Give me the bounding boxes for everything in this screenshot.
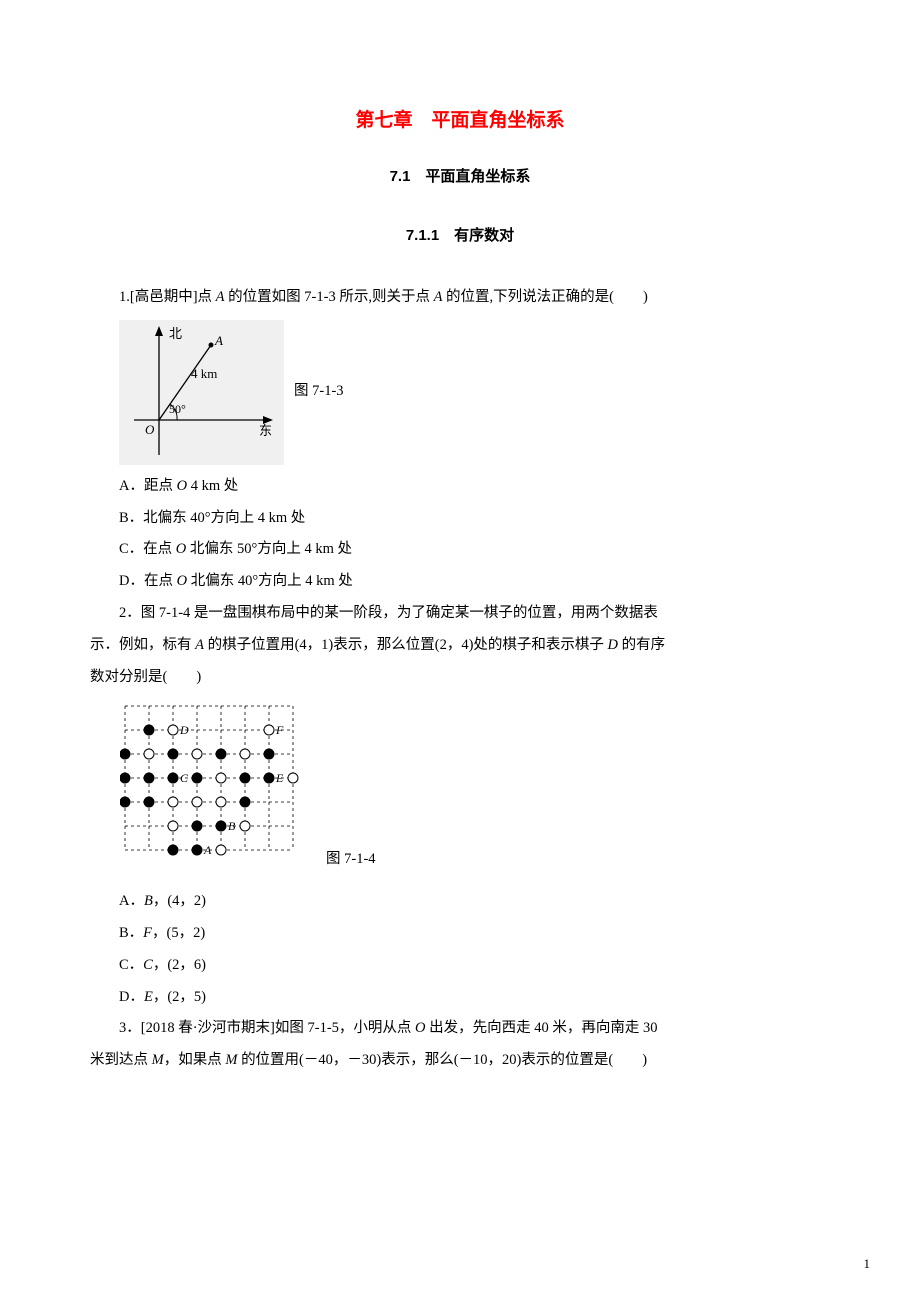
origin-label: O	[145, 422, 155, 437]
fig-7-1-4-svg: D F C E B A	[120, 701, 315, 879]
figure-7-1-3: 北 东 O A 4 km 50°	[119, 320, 284, 465]
q1-option-c: C．在点 O 北偏东 50°方向上 4 km 处	[90, 534, 830, 566]
svg-text:B: B	[228, 819, 236, 833]
north-label: 北	[169, 326, 182, 341]
distance-label: 4 km	[191, 366, 217, 381]
q2-option-c: C．C，(2，6)	[90, 950, 830, 982]
figure-7-1-4-caption: 图 7-1-4	[326, 844, 376, 876]
q1-stem: 1.[高邑期中]点 A 的位置如图 7-1-3 所示,则关于点 A 的位置,下列…	[90, 282, 830, 314]
svg-text:A: A	[203, 843, 212, 857]
point-a-label: A	[214, 333, 223, 348]
q1-option-a: A．距点 O 4 km 处	[90, 471, 830, 503]
figure-7-1-4-row: D F C E B A 图 7-1-4	[119, 700, 830, 880]
angle-label: 50°	[169, 402, 186, 416]
figure-7-1-3-caption: 图 7-1-3	[294, 376, 344, 408]
page-container: 第七章 平面直角坐标系 7.1 平面直角坐标系 7.1.1 有序数对 1.[高邑…	[0, 0, 920, 1302]
q2-stem-line2: 示．例如，标有 A 的棋子位置用(4，1)表示，那么位置(2，4)处的棋子和表示…	[90, 630, 830, 662]
page: 第七章 平面直角坐标系 7.1 平面直角坐标系 7.1.1 有序数对 1.[高邑…	[0, 0, 920, 1137]
subsection-title: 7.1.1 有序数对	[90, 219, 830, 252]
page-number: 1	[864, 1256, 871, 1272]
q2-stem-line1: 2．图 7-1-4 是一盘围棋布局中的某一阶段，为了确定某一棋子的位置，用两个数…	[90, 598, 830, 630]
svg-text:D: D	[179, 723, 189, 737]
q2-option-a: A．B，(4，2)	[90, 886, 830, 918]
fig-7-1-3-svg: 北 东 O A 4 km 50°	[119, 320, 284, 465]
figure-7-1-3-row: 北 东 O A 4 km 50° 图 7-1-3	[119, 320, 830, 465]
east-label: 东	[259, 423, 272, 438]
svg-text:E: E	[275, 771, 284, 785]
figure-7-1-4: D F C E B A	[119, 700, 316, 880]
q3-stem-line1: 3．[2018 春·沙河市期末]如图 7-1-5，小明从点 O 出发，先向西走 …	[90, 1013, 830, 1045]
q2-stem-line3: 数对分别是( )	[90, 662, 830, 694]
q3-stem-line2: 米到达点 M，如果点 M 的位置用(－40，－30)表示，那么(－10，20)表…	[90, 1045, 830, 1077]
q1-option-b: B．北偏东 40°方向上 4 km 处	[90, 503, 830, 535]
section-title: 7.1 平面直角坐标系	[90, 160, 830, 193]
q2-option-b: B．F，(5，2)	[90, 918, 830, 950]
chapter-title: 第七章 平面直角坐标系	[90, 100, 830, 142]
q1-option-d: D．在点 O 北偏东 40°方向上 4 km 处	[90, 566, 830, 598]
svg-text:F: F	[275, 723, 284, 737]
q2-option-d: D．E，(2，5)	[90, 982, 830, 1014]
svg-text:C: C	[180, 771, 189, 785]
